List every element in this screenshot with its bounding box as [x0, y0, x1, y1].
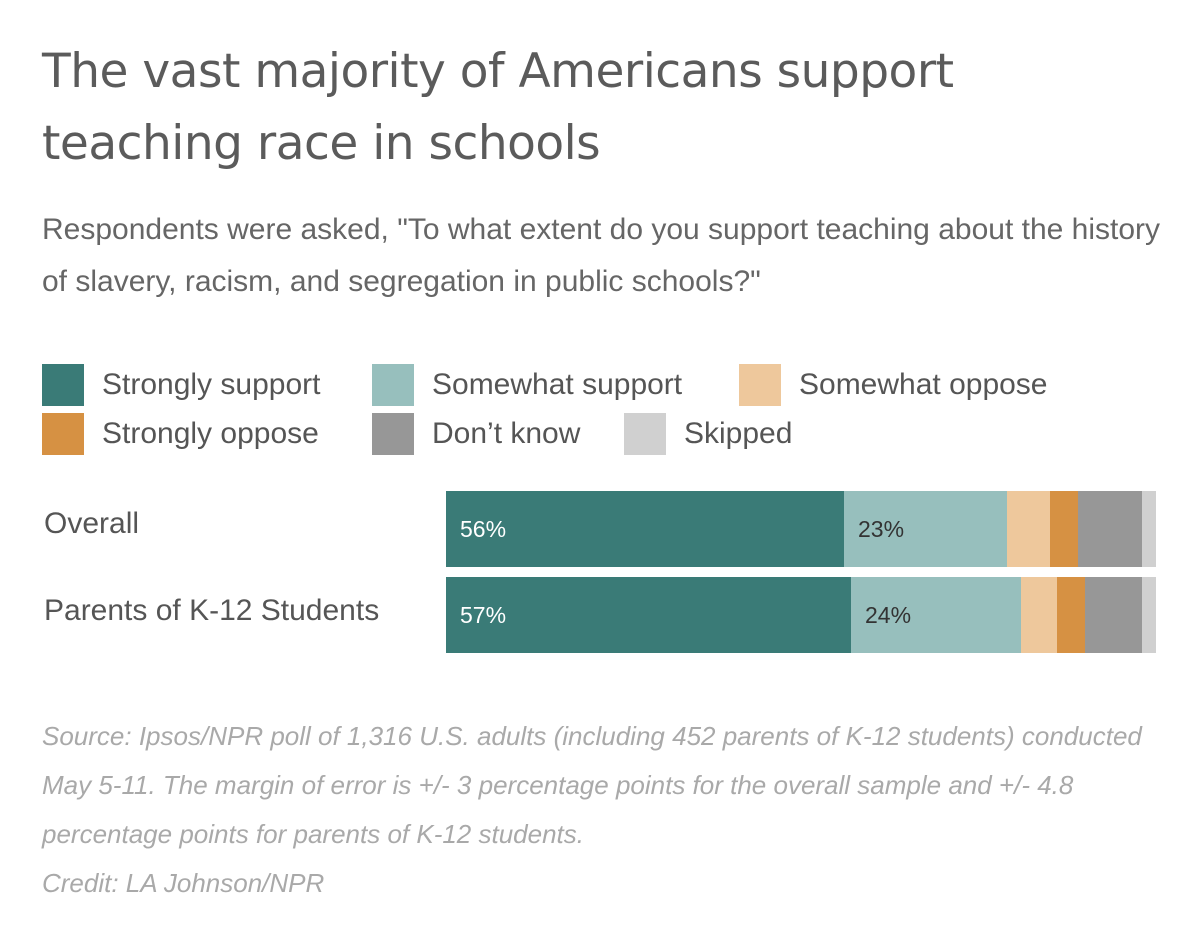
legend-swatch [42, 413, 84, 455]
bar-segment-strongly-support [446, 577, 851, 653]
bar-segment-strongly-support [446, 491, 844, 567]
chart-subtitle: Respondents were asked, "To what extent … [42, 213, 1161, 298]
legend-item-strongly-support: Strongly support [42, 363, 320, 407]
bar-segment-strongly-oppose [1050, 491, 1078, 567]
legend-label: Skipped [684, 417, 793, 450]
bar-segment-skipped [1142, 577, 1156, 653]
source-note: Source: Ipsos/NPR poll of 1,316 U.S. adu… [42, 721, 1142, 849]
legend-label: Don’t know [432, 417, 581, 450]
data-label: 56% [460, 516, 507, 542]
legend-swatch [624, 413, 666, 455]
credit-note: Credit: LA Johnson/NPR [42, 868, 325, 898]
bar-segment-strongly-oppose [1057, 577, 1085, 653]
category-label-overall: Overall [44, 507, 140, 540]
bar-segment-somewhat-oppose [1007, 491, 1050, 567]
legend-swatch [372, 364, 414, 406]
data-label: 23% [858, 516, 905, 542]
bar-segment-dont-know [1078, 491, 1142, 567]
legend-item-skipped: Skipped [624, 412, 792, 456]
legend-swatch [372, 413, 414, 455]
data-label: 57% [460, 602, 507, 628]
legend-item-somewhat-support: Somewhat support [372, 363, 682, 407]
bar-segment-somewhat-oppose [1021, 577, 1057, 653]
bar-segment-somewhat-support [851, 577, 1021, 653]
bar-parents: 57% 24% [446, 577, 1156, 653]
bar-overall: 56% 23% [446, 491, 1156, 567]
chart-title: The vast majority of Americans support t… [42, 44, 954, 171]
legend-swatch [42, 364, 84, 406]
legend-item-dont-know: Don’t know [372, 412, 580, 456]
legend-item-strongly-oppose: Strongly oppose [42, 412, 319, 456]
legend-label: Strongly oppose [102, 417, 319, 450]
data-label: 24% [865, 602, 912, 628]
legend: Strongly support Somewhat support Somewh… [42, 363, 1172, 459]
bar-segment-somewhat-support [844, 491, 1007, 567]
legend-item-somewhat-oppose: Somewhat oppose [739, 363, 1048, 407]
legend-label: Strongly support [102, 368, 321, 401]
legend-label: Somewhat oppose [799, 368, 1048, 401]
category-label-parents: Parents of K-12 Students [44, 594, 380, 627]
legend-swatch [739, 364, 781, 406]
bar-segment-dont-know [1085, 577, 1142, 653]
bar-segment-skipped [1142, 491, 1156, 567]
legend-label: Somewhat support [432, 368, 683, 401]
